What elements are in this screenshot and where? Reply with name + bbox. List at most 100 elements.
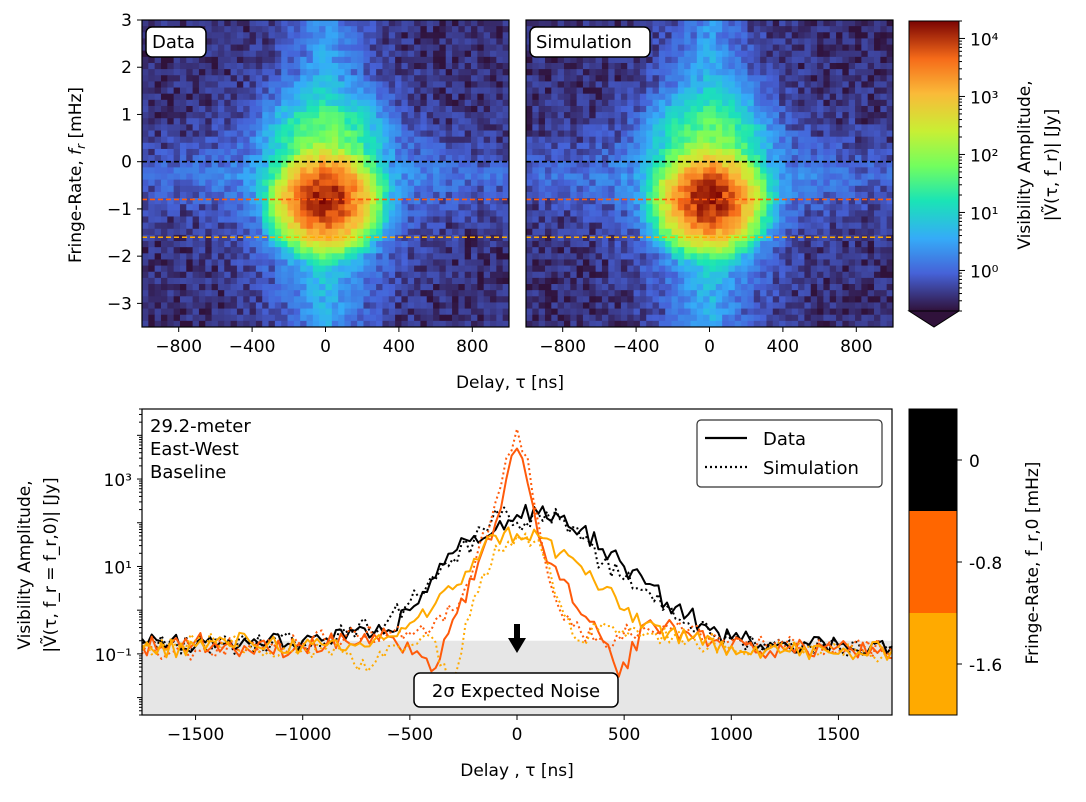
heatmap-cell xyxy=(539,69,546,76)
heatmap-cell xyxy=(167,118,174,125)
heatmap-cell xyxy=(401,259,408,266)
heatmap-cell xyxy=(269,302,276,309)
heatmap-cell xyxy=(395,174,402,181)
heatmap-cell xyxy=(269,296,276,303)
heatmap-cell xyxy=(382,278,389,285)
heatmap-cell xyxy=(363,69,370,76)
heatmap-cell xyxy=(167,149,174,156)
heatmap-cell xyxy=(640,186,647,193)
heatmap-cell xyxy=(490,57,497,64)
heatmap-cell xyxy=(621,131,628,138)
heatmap-cell xyxy=(193,284,200,291)
heatmap-cell xyxy=(370,124,377,131)
heatmap-cell xyxy=(830,118,837,125)
heatmap-cell xyxy=(357,63,364,70)
heatmap-cell xyxy=(684,112,691,119)
heatmap-cell xyxy=(439,180,446,187)
heatmap-cell xyxy=(307,180,314,187)
heatmap-cell xyxy=(804,149,811,156)
heatmap-cell xyxy=(148,143,155,150)
heatmap-cell xyxy=(804,20,811,27)
heatmap-cell xyxy=(155,216,162,223)
heatmap-cell xyxy=(389,149,396,156)
heatmap-cell xyxy=(678,180,685,187)
heatmap-cell xyxy=(250,155,257,162)
heatmap-cell xyxy=(142,180,149,187)
heatmap-cell xyxy=(484,186,491,193)
heatmap-cell xyxy=(420,204,427,211)
heatmap-cell xyxy=(300,167,307,174)
heatmap-cell xyxy=(408,63,415,70)
heatmap-cell xyxy=(830,223,837,230)
heatmap-cell xyxy=(465,100,472,107)
heatmap-cell xyxy=(716,118,723,125)
heatmap-cell xyxy=(760,88,767,95)
heatmap-cell xyxy=(608,180,615,187)
heatmap-cell xyxy=(465,75,472,82)
heatmap-cell xyxy=(300,278,307,285)
heatmap-cell xyxy=(602,216,609,223)
heatmap-cell xyxy=(811,137,818,144)
heatmap-cell xyxy=(224,174,231,181)
heatmap-cell xyxy=(766,204,773,211)
heatmap-cell xyxy=(804,112,811,119)
heatmap-cell xyxy=(836,229,843,236)
heatmap-cell xyxy=(716,26,723,33)
heatmap-cell xyxy=(351,290,358,297)
heatmap-cell xyxy=(452,51,459,58)
heatmap-cell xyxy=(281,302,288,309)
heatmap-cell xyxy=(275,259,282,266)
heatmap-cell xyxy=(212,235,219,242)
heatmap-cell xyxy=(804,180,811,187)
heatmap-cell xyxy=(836,143,843,150)
heatmap-cell xyxy=(484,124,491,131)
heatmap-cell xyxy=(148,124,155,131)
heatmap-cell xyxy=(199,124,206,131)
heatmap-cell xyxy=(275,284,282,291)
heatmap-cell xyxy=(275,247,282,254)
heatmap-cell xyxy=(224,235,231,242)
heatmap-cell xyxy=(408,57,415,64)
heatmap-cell xyxy=(798,94,805,101)
heatmap-cell xyxy=(766,180,773,187)
heatmap-cell xyxy=(414,216,421,223)
heatmap-cell xyxy=(545,57,552,64)
heatmap-cell xyxy=(193,118,200,125)
heatmap-cell xyxy=(231,106,238,113)
heatmap-cell xyxy=(237,51,244,58)
heatmap-cell xyxy=(439,186,446,193)
heatmap-cell xyxy=(269,241,276,248)
heatmap-cell xyxy=(401,100,408,107)
heatmap-cell xyxy=(773,180,780,187)
heatmap-cell xyxy=(408,204,415,211)
heatmap-cell xyxy=(161,100,168,107)
heatmap-cell xyxy=(465,174,472,181)
heatmap-cell xyxy=(465,302,472,309)
heatmap-cell xyxy=(363,235,370,242)
heatmap-cell xyxy=(861,210,868,217)
heatmap-cell xyxy=(496,167,503,174)
heatmap-cell xyxy=(351,88,358,95)
heatmap-cell xyxy=(496,38,503,45)
heatmap-cell xyxy=(344,149,351,156)
heatmap-cell xyxy=(212,118,219,125)
heatmap-cell xyxy=(766,51,773,58)
heatmap-cell xyxy=(678,112,685,119)
heatmap-cell xyxy=(439,210,446,217)
heatmap-cell xyxy=(868,223,875,230)
heatmap-cell xyxy=(148,75,155,82)
heatmap-cell xyxy=(792,51,799,58)
heatmap-cell xyxy=(678,20,685,27)
heatmap-cell xyxy=(861,81,868,88)
heatmap-cell xyxy=(414,112,421,119)
heatmap-cell xyxy=(589,81,596,88)
heatmap-cell xyxy=(558,192,565,199)
heatmap-cell xyxy=(484,253,491,260)
heatmap-cell xyxy=(716,112,723,119)
heatmap-cell xyxy=(237,131,244,138)
heatmap-cell xyxy=(760,45,767,52)
heatmap-cell xyxy=(634,174,641,181)
heatmap-cell xyxy=(672,223,679,230)
heatmap-cell xyxy=(880,223,887,230)
heatmap-cell xyxy=(370,63,377,70)
